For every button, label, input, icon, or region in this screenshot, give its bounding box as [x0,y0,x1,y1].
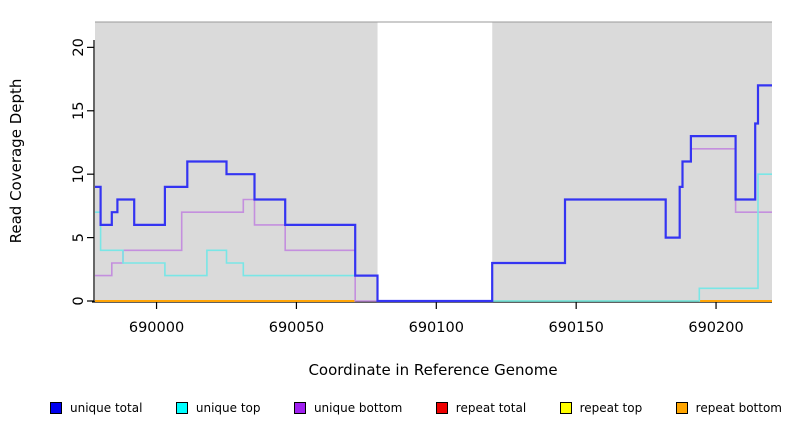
legend-item-repeat-top: repeat top [559,401,643,415]
x-axis-title: Coordinate in Reference Genome [308,361,558,379]
legend-swatch-icon [50,402,62,414]
y-tick-label: 20 [71,38,87,56]
legend-swatch-icon [293,402,306,414]
legend-label: unique top [195,401,261,415]
legend-item-unique-total: unique total [50,401,142,415]
x-tick-label: 690150 [548,320,603,336]
legend-label: unique total [70,401,143,415]
y-axis-title: Read Coverage Depth [7,78,25,244]
legend-item-repeat-bottom: repeat bottom [675,401,782,415]
legend-item-unique-bottom: unique bottom [293,401,403,415]
series-line-unique-top [95,173,772,302]
legend-item-unique-top: unique top [175,401,261,415]
x-tick-label: 690000 [129,320,184,336]
legend-swatch-icon [675,402,688,414]
legend-swatch-icon [435,402,448,414]
x-tick-label: 690050 [269,320,324,336]
legend-swatch-icon [559,402,572,414]
x-tick-label: 690100 [409,320,464,336]
legend: unique total unique top unique bottom repea… [50,401,782,415]
y-tick-label: 15 [71,102,87,120]
no-data-gap-band [377,22,493,301]
y-tick-label: 10 [71,165,87,183]
legend-label: repeat total [455,401,527,415]
y-tick-label: 5 [71,233,87,242]
legend-item-repeat-total: repeat total [435,401,527,415]
legend-label: repeat top [579,401,643,415]
legend-label: unique bottom [313,401,403,415]
x-tick-label: 690200 [688,320,743,336]
series-line-unique-total [95,84,772,303]
legend-label: repeat bottom [695,401,782,415]
y-tick-label: 0 [71,296,87,305]
legend-swatch-icon [175,402,188,414]
